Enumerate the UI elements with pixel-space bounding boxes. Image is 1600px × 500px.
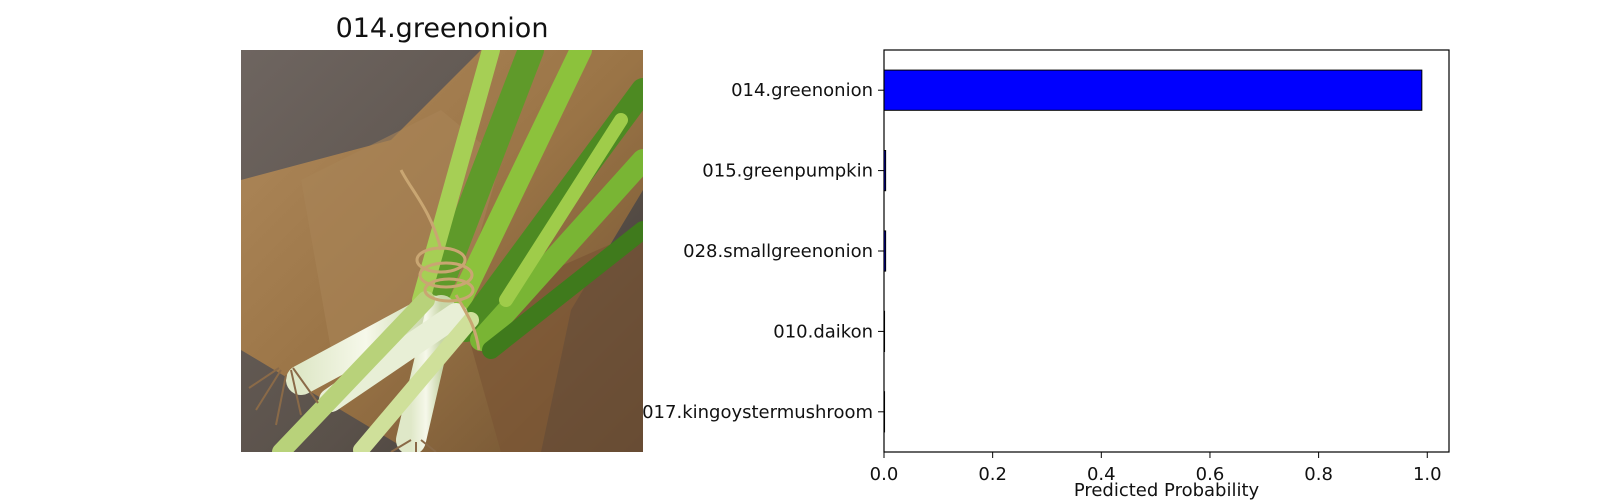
x-axis-label: Predicted Probability (1074, 480, 1260, 500)
y-tick-label: 015.greenpumpkin (702, 161, 873, 182)
x-tick-label: 0.0 (870, 464, 899, 485)
y-tick-label: 017.kingoystermushroom (642, 402, 873, 423)
x-tick-label: 1.0 (1413, 464, 1442, 485)
y-tick-label: 010.daikon (773, 321, 873, 342)
y-tick-label: 028.smallgreenonion (683, 241, 873, 262)
green-onion-photo-illustration (241, 50, 643, 452)
x-tick-label: 0.2 (978, 464, 1007, 485)
x-tick-label: 0.6 (1196, 464, 1225, 485)
image-title: 014.greenonion (335, 13, 549, 44)
x-tick-label: 0.8 (1304, 464, 1333, 485)
y-tick-label: 014.greenonion (731, 80, 873, 101)
green-onion-photo (241, 50, 643, 452)
bar-014.greenonion (883, 69, 1423, 111)
x-tick-label: 0.4 (1087, 464, 1116, 485)
plot-frame (883, 49, 1450, 453)
